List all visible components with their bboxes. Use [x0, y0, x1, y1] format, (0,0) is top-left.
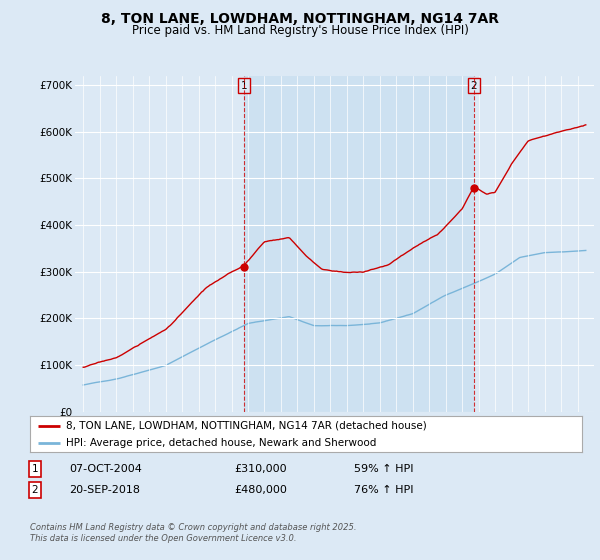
Text: Price paid vs. HM Land Registry's House Price Index (HPI): Price paid vs. HM Land Registry's House … [131, 24, 469, 36]
Text: 2: 2 [31, 485, 38, 495]
Text: 1: 1 [31, 464, 38, 474]
Text: Contains HM Land Registry data © Crown copyright and database right 2025.
This d: Contains HM Land Registry data © Crown c… [30, 524, 356, 543]
Bar [244, 76, 474, 412]
Text: 20-SEP-2018: 20-SEP-2018 [69, 485, 140, 495]
Text: 8, TON LANE, LOWDHAM, NOTTINGHAM, NG14 7AR (detached house): 8, TON LANE, LOWDHAM, NOTTINGHAM, NG14 7… [66, 421, 427, 431]
Text: 8, TON LANE, LOWDHAM, NOTTINGHAM, NG14 7AR: 8, TON LANE, LOWDHAM, NOTTINGHAM, NG14 7… [101, 12, 499, 26]
Text: £310,000: £310,000 [234, 464, 287, 474]
Text: £480,000: £480,000 [234, 485, 287, 495]
Text: 59% ↑ HPI: 59% ↑ HPI [354, 464, 413, 474]
Text: 2: 2 [471, 81, 478, 91]
Text: HPI: Average price, detached house, Newark and Sherwood: HPI: Average price, detached house, Newa… [66, 438, 376, 448]
Text: 1: 1 [241, 81, 248, 91]
Text: 76% ↑ HPI: 76% ↑ HPI [354, 485, 413, 495]
Text: 07-OCT-2004: 07-OCT-2004 [69, 464, 142, 474]
